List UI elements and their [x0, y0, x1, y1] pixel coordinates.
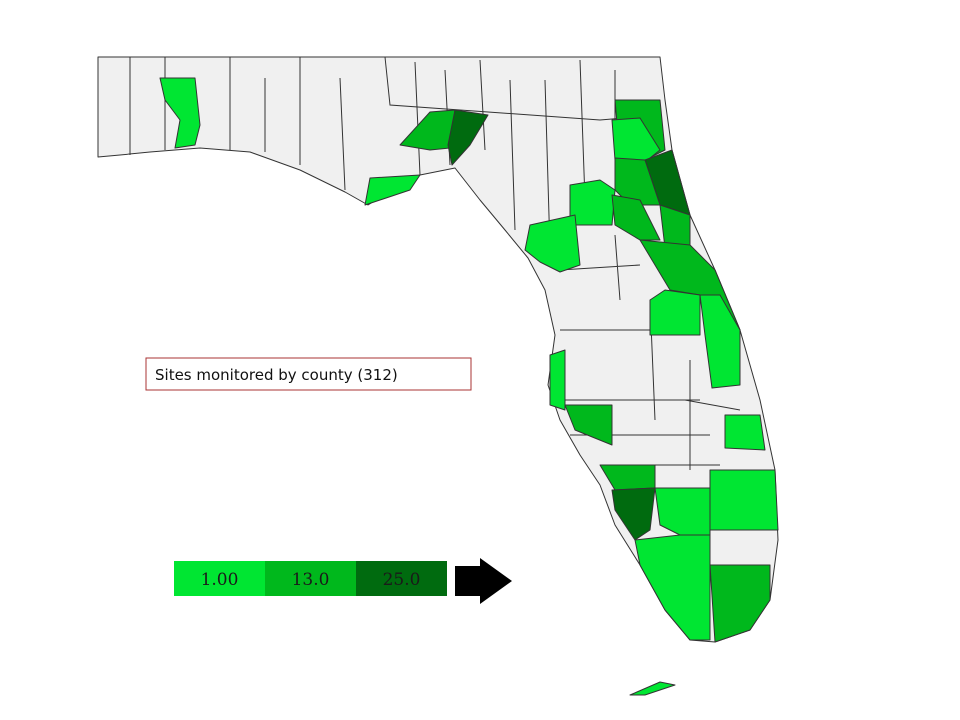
- caption-title: Sites monitored by county (312): [155, 366, 398, 384]
- legend-swatch: [265, 561, 356, 596]
- legend-label: 25.0: [383, 570, 421, 590]
- florida-map: [97, 56, 779, 696]
- caption-frame: [145, 357, 472, 391]
- caption-box: Sites monitored by county (312): [145, 357, 472, 391]
- arrow-icon: [455, 558, 512, 604]
- legend-label: 13.0: [292, 570, 330, 590]
- legend-label: 1.00: [201, 570, 239, 590]
- legend: 1.00 13.0 25.0: [174, 561, 447, 596]
- shaded-counties: [159, 77, 779, 696]
- legend-swatch: [174, 561, 265, 596]
- legend-swatch: [356, 561, 447, 596]
